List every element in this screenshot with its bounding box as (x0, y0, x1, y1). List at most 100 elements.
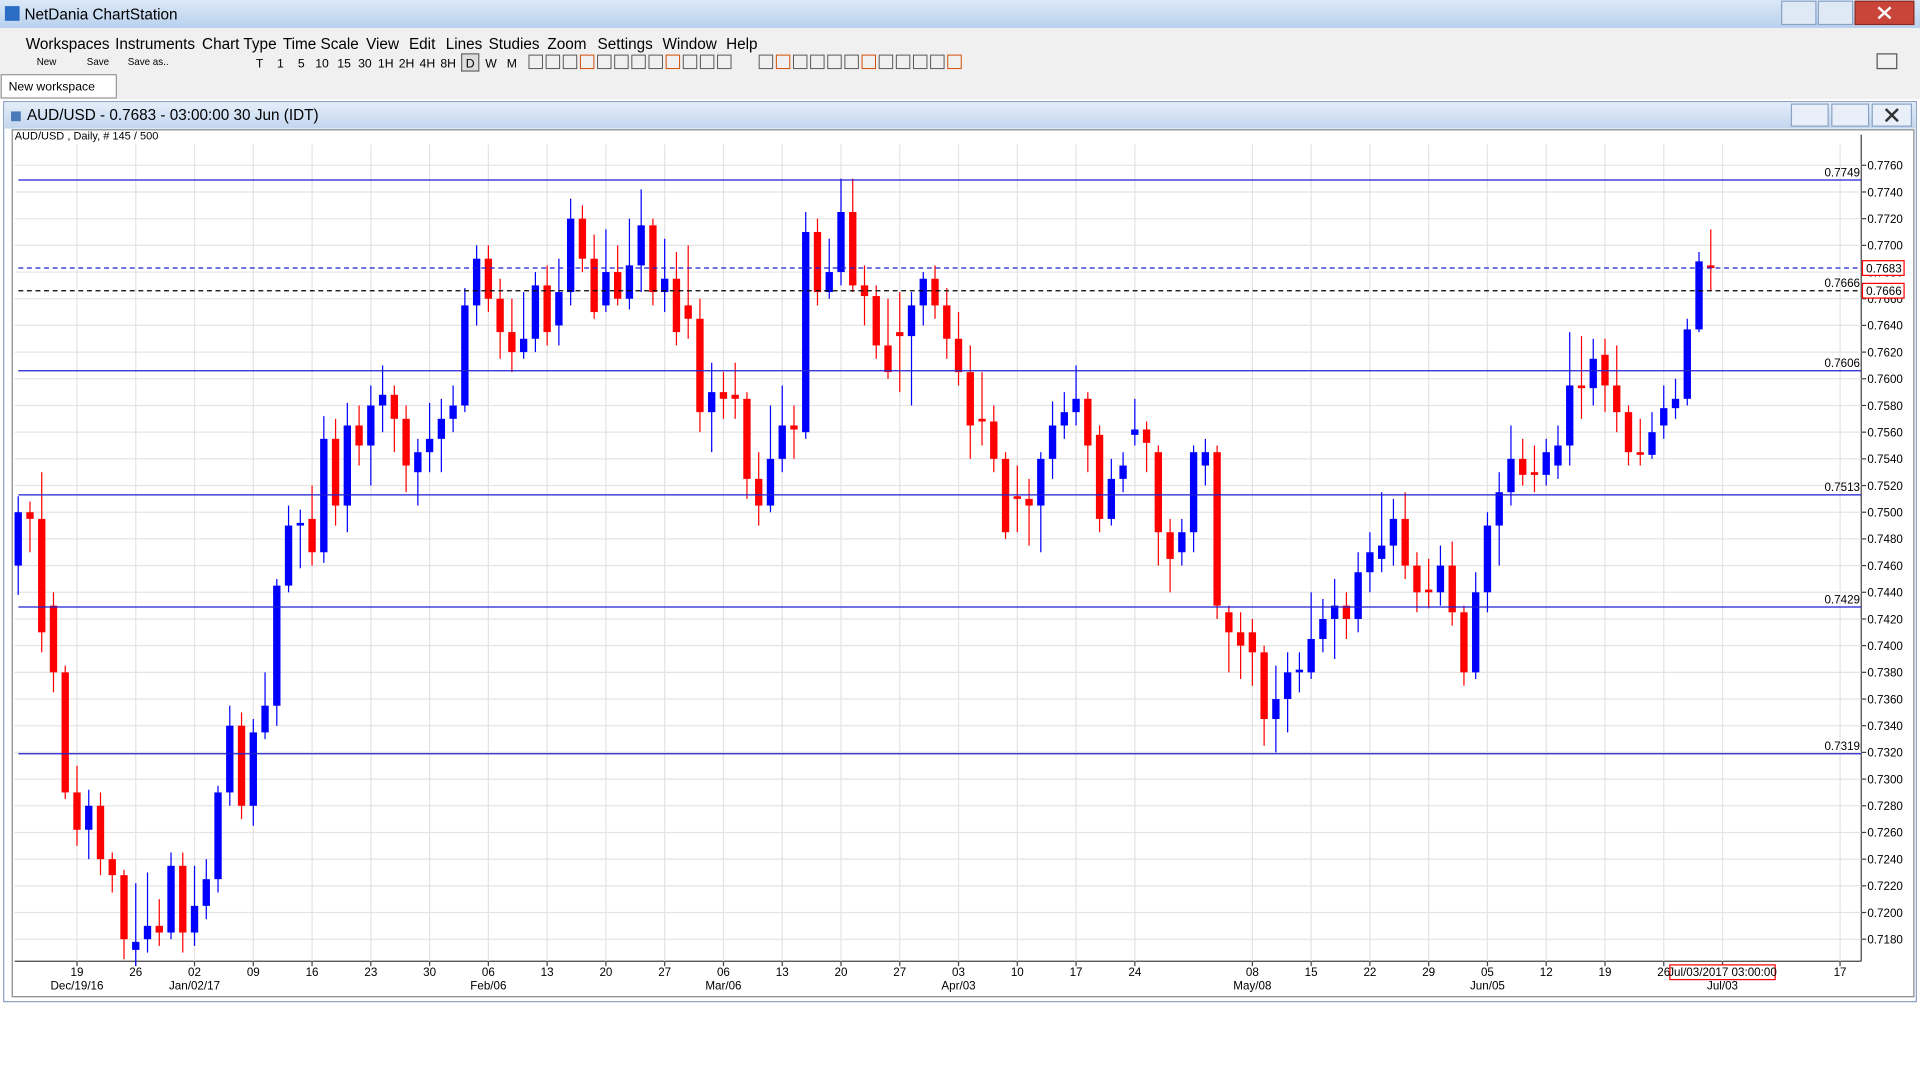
toolbar-icon[interactable] (775, 54, 791, 70)
toolbar-icon[interactable] (792, 54, 808, 70)
toolbar-button[interactable]: Save (87, 57, 109, 68)
menu-item[interactable]: Chart Type (202, 36, 277, 53)
toolbar-icon[interactable] (699, 54, 715, 70)
x-tick-label: 06 (482, 966, 495, 979)
candle-body (1589, 358, 1597, 389)
toolbar-icon[interactable] (810, 54, 825, 70)
y-tick-label: 0.7500 (1867, 507, 1903, 520)
candle-body (872, 296, 880, 346)
x-tick-label: 20 (835, 966, 848, 979)
candle-body (1377, 545, 1386, 559)
y-tick-label: 0.7540 (1867, 453, 1903, 466)
candle-body (120, 875, 128, 940)
candle-body (943, 305, 951, 339)
toolbar-button[interactable]: 15 (337, 56, 351, 70)
toolbar-icon[interactable] (878, 54, 894, 70)
toolbar-button[interactable]: 2H (399, 56, 415, 70)
toolbar-button[interactable]: T (256, 56, 264, 70)
menu-item[interactable]: Instruments (115, 36, 195, 53)
toolbar-icon[interactable] (758, 54, 774, 70)
toolbar-icon[interactable] (930, 54, 945, 70)
menu-item[interactable]: Help (726, 36, 757, 53)
minimize-button[interactable] (1781, 0, 1817, 26)
toolbar-button[interactable]: 1 (277, 56, 284, 70)
candle-body (531, 285, 540, 339)
y-tick-label: 0.7220 (1867, 880, 1903, 893)
toolbar-button[interactable]: 4H (420, 56, 436, 70)
app-icon (4, 6, 20, 21)
toolbar-button[interactable]: 10 (315, 56, 329, 70)
toolbar-icon[interactable] (861, 54, 876, 70)
toolbar-icon[interactable] (631, 54, 646, 70)
toolbar-button[interactable]: D (466, 56, 475, 70)
menu-item[interactable]: View (366, 36, 400, 53)
candle-body (731, 394, 739, 399)
menu-area (0, 28, 1920, 100)
candle-body (108, 859, 116, 876)
candle-body (1530, 472, 1539, 475)
menu-item[interactable]: Workspaces (26, 36, 110, 53)
menu-item[interactable]: Studies (489, 36, 540, 53)
toolbar-button[interactable]: Save as.. (128, 57, 169, 68)
candle-body (849, 212, 857, 286)
menu-item[interactable]: Window (662, 36, 717, 53)
toolbar-icon[interactable] (912, 54, 928, 70)
toolbar-button[interactable]: 30 (358, 56, 372, 70)
toolbar-icon[interactable] (597, 54, 612, 70)
toolbar-icon[interactable] (665, 54, 681, 70)
menu-item[interactable]: Zoom (547, 36, 586, 53)
x-tick-label: 19 (1599, 966, 1612, 979)
candle-body (931, 278, 939, 306)
toolbar-button[interactable]: 1H (378, 56, 394, 70)
menu-item[interactable]: Settings (598, 36, 654, 53)
candle-body (1707, 265, 1715, 269)
toolbar-button[interactable]: 5 (298, 56, 305, 70)
candle-body (284, 525, 293, 586)
toolbar-icon[interactable] (895, 54, 911, 70)
chart-minimize[interactable] (1790, 103, 1829, 127)
candle-body (237, 725, 246, 806)
toolbar-icon[interactable] (648, 54, 663, 70)
toolbar-icon[interactable] (844, 54, 859, 70)
candle-body (190, 905, 199, 933)
candle-body (672, 278, 681, 333)
candle-body (1683, 329, 1691, 399)
candle-body (461, 305, 469, 406)
panel-toggle[interactable] (1876, 53, 1898, 70)
candle-body (1307, 638, 1315, 673)
toolbar-icon[interactable] (528, 54, 543, 70)
menu-item[interactable]: Time Scale (283, 36, 359, 53)
toolbar-button[interactable]: M (507, 56, 517, 70)
candle-body (167, 865, 175, 933)
candle-body (472, 258, 481, 306)
menu-item[interactable]: Edit (409, 36, 436, 53)
maximize-button[interactable] (1817, 0, 1854, 26)
candle-body (1671, 398, 1680, 409)
crosshair-date: Jul/03/2017 03:00:00 (1668, 966, 1777, 979)
candle-body (778, 425, 786, 459)
workspace-tab[interactable] (0, 74, 117, 99)
candle-body (837, 212, 845, 273)
candle-body (143, 925, 152, 940)
candle-body (1013, 496, 1021, 499)
toolbar-icon[interactable] (545, 54, 561, 70)
candle-body (907, 305, 916, 337)
toolbar-button[interactable]: W (485, 56, 497, 70)
toolbar-button[interactable]: 8H (440, 56, 456, 70)
toolbar-icon[interactable] (947, 54, 962, 70)
candle-body (155, 925, 163, 933)
x-tick-label: 17 (1070, 966, 1083, 979)
x-major-label: Jun/05 (1470, 979, 1505, 992)
chart-restore[interactable] (1831, 103, 1870, 127)
candle-body (578, 218, 587, 259)
candle-body (1636, 452, 1644, 455)
toolbar-icon[interactable] (682, 54, 698, 70)
toolbar-icon[interactable] (614, 54, 629, 70)
toolbar-icon[interactable] (562, 54, 578, 70)
toolbar-button[interactable]: New (37, 57, 58, 68)
menu-item[interactable]: Lines (446, 36, 483, 53)
toolbar-icon[interactable] (717, 54, 732, 70)
candle-body (649, 225, 657, 293)
toolbar-icon[interactable] (827, 54, 842, 70)
toolbar-icon[interactable] (579, 54, 595, 70)
